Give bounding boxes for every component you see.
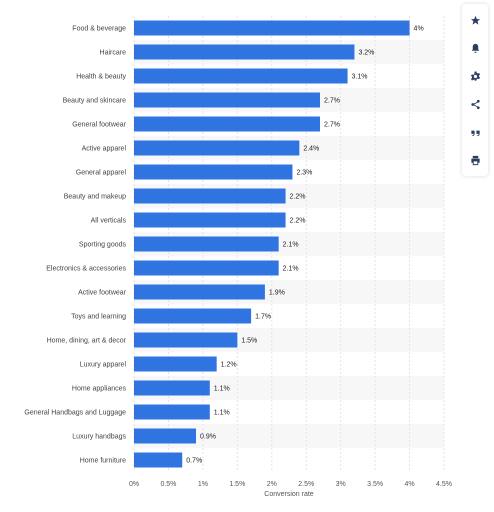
value-label: 2.3% — [296, 170, 312, 177]
category-label: General apparel — [76, 170, 127, 177]
bell-icon — [471, 43, 479, 53]
value-label: 1.1% — [214, 410, 230, 417]
category-label: All verticals — [91, 218, 127, 225]
share-button[interactable] — [462, 90, 488, 118]
x-axis-title: Conversion rate — [264, 491, 314, 498]
value-label: 3.2% — [358, 50, 374, 57]
bar[interactable] — [134, 44, 355, 60]
bar[interactable] — [134, 428, 196, 444]
value-label: 2.2% — [290, 218, 306, 225]
bar[interactable] — [134, 212, 286, 228]
bar[interactable] — [134, 92, 320, 108]
value-label: 3.1% — [352, 74, 368, 81]
share-icon — [470, 99, 480, 109]
bar[interactable] — [134, 164, 293, 180]
star-button[interactable] — [462, 6, 488, 34]
bar[interactable] — [134, 236, 279, 252]
category-label: Active footwear — [78, 290, 127, 297]
value-label: 1.2% — [221, 362, 237, 369]
category-label: Home appliances — [72, 386, 127, 393]
category-label: Active apparel — [82, 146, 127, 153]
bar[interactable] — [134, 404, 210, 420]
bar[interactable] — [134, 188, 286, 204]
bar[interactable] — [134, 356, 217, 372]
value-label: 1.5% — [241, 338, 257, 345]
x-tick-label: 0.5% — [160, 481, 176, 488]
category-label: Food & beverage — [72, 26, 126, 33]
x-tick-label: 1.5% — [229, 481, 245, 488]
x-tick-label: 4.5% — [436, 481, 452, 488]
x-tick-label: 3% — [336, 481, 346, 488]
bar[interactable] — [134, 452, 183, 468]
gear-icon — [470, 70, 480, 81]
cite-button[interactable] — [462, 118, 488, 146]
value-label: 0.7% — [186, 458, 202, 465]
category-label: Toys and learning — [71, 314, 126, 321]
x-tick-label: 3.5% — [367, 481, 383, 488]
x-tick-label: 2.5% — [298, 481, 314, 488]
bar[interactable] — [134, 284, 265, 300]
x-tick-labels: 0% 0.5% 1% 1.5% 2% 2.5% 3% 3.5% 4% 4.5% — [129, 481, 452, 488]
value-labels: 4% 3.2% 3.1% 2.7% 2.7% 2.4% 2.3% 2.2% 2.2% 2.1% 2.… — [186, 26, 423, 465]
category-label: Beauty and skincare — [63, 98, 127, 105]
category-label: General footwear — [72, 122, 126, 129]
category-labels: Food & beverage Haircare Health & beauty Be… — [24, 26, 126, 465]
settings-button[interactable] — [462, 62, 488, 90]
bar[interactable] — [134, 308, 252, 324]
value-label: 4% — [414, 26, 424, 33]
category-label: Luxury apparel — [80, 362, 127, 369]
value-label: 0.9% — [200, 434, 216, 441]
category-label: Electronics & accessories — [46, 266, 126, 273]
bar[interactable] — [134, 116, 320, 132]
bar[interactable] — [134, 140, 300, 156]
x-tick-label: 2% — [267, 481, 277, 488]
print-icon — [470, 155, 480, 165]
chart-toolbar — [462, 4, 488, 176]
value-label: 2.1% — [283, 242, 299, 249]
x-tick-label: 4% — [404, 481, 414, 488]
category-label: Haircare — [100, 50, 127, 57]
value-label: 2.4% — [303, 146, 319, 153]
value-label: 1.1% — [214, 386, 230, 393]
bar[interactable] — [134, 260, 279, 276]
category-label: Sporting goods — [79, 242, 127, 249]
quote-icon — [470, 130, 480, 136]
bar[interactable] — [134, 68, 348, 84]
x-tick-label: 1% — [198, 481, 208, 488]
category-label: Beauty and makeup — [64, 194, 126, 201]
value-label: 1.7% — [255, 314, 271, 321]
value-label: 2.7% — [324, 122, 340, 129]
category-label: Home furniture — [80, 458, 126, 465]
bars — [134, 20, 410, 468]
bar[interactable] — [134, 380, 210, 396]
category-label: Health & beauty — [76, 74, 126, 81]
value-label: 2.1% — [283, 266, 299, 273]
print-button[interactable] — [462, 146, 488, 174]
category-label: Home, dining, art & decor — [47, 338, 127, 345]
value-label: 2.7% — [324, 98, 340, 105]
value-label: 2.2% — [290, 194, 306, 201]
category-label: Luxury handbags — [72, 434, 126, 441]
value-label: 1.9% — [269, 290, 285, 297]
bar[interactable] — [134, 20, 410, 36]
bar[interactable] — [134, 332, 238, 348]
star-icon — [470, 15, 480, 25]
x-tick-label: 0% — [129, 481, 139, 488]
category-label: General Handbags and Luggage — [24, 410, 126, 417]
notification-button[interactable] — [462, 34, 488, 62]
